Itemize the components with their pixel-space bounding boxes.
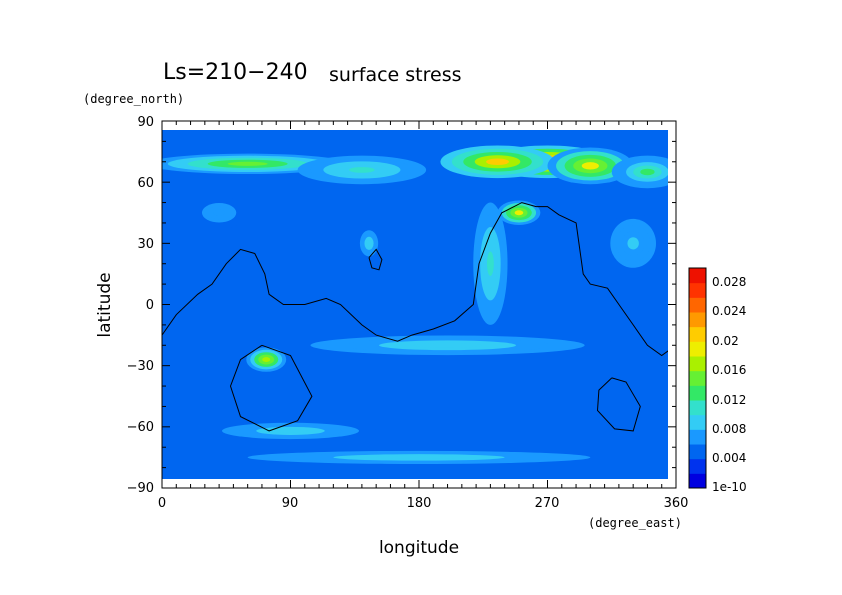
heatmap-background [162, 130, 668, 479]
contour-line [596, 377, 641, 432]
colorbar-swatch [689, 414, 706, 430]
colorbar-tick-label: 0.012 [712, 393, 746, 407]
y-tick-label: 30 [137, 237, 154, 252]
heatmap-cell [413, 342, 482, 348]
heatmap-cell [486, 251, 494, 276]
colorbar-swatch [689, 458, 706, 474]
y-unit-label: (degree_north) [83, 92, 184, 106]
colorbar-swatch [689, 400, 706, 416]
colorbar-swatch [689, 370, 706, 386]
colorbar-swatch [689, 326, 706, 342]
heatmap-cell [376, 455, 462, 460]
colorbar-swatch [689, 356, 706, 372]
heatmap-cell [640, 168, 655, 176]
colorbar-tick-label: 0.02 [712, 334, 739, 348]
colorbar-swatch [689, 268, 706, 284]
axis-ticks [161, 120, 677, 489]
heatmap-cell [486, 158, 509, 166]
contour-line [229, 344, 313, 432]
colorbar [689, 268, 706, 489]
colorbar-tick-label: 0.024 [712, 304, 746, 318]
colorbar-swatch [689, 341, 706, 357]
heatmap-cell [227, 161, 268, 166]
colorbar-tick-label: 0.028 [712, 275, 746, 289]
colorbar-swatch [689, 429, 706, 445]
colorbar-swatch [689, 297, 706, 313]
x-tick-label: 0 [158, 496, 166, 511]
colorbar-swatch [689, 312, 706, 328]
contour-line [162, 202, 668, 357]
y-tick-label: −90 [127, 481, 154, 496]
y-tick-label: 0 [146, 298, 154, 313]
colorbar-swatch [689, 385, 706, 401]
heatmap-cell [349, 167, 375, 173]
heatmap-cell [514, 210, 524, 216]
colorbar-swatch [689, 282, 706, 298]
heatmap-cell [273, 428, 308, 433]
heatmap-cell [366, 240, 372, 247]
x-tick-label: 180 [407, 496, 432, 511]
y-tick-label: −30 [127, 359, 154, 374]
x-tick-label: 270 [535, 496, 560, 511]
x-unit-label: (degree_east) [588, 516, 682, 530]
heatmap-cell [213, 209, 225, 217]
contour-line [368, 248, 383, 271]
heatmap-cell [627, 237, 639, 250]
heatmap-cell [581, 162, 599, 170]
y-tick-label: 90 [137, 115, 154, 130]
y-tick-label: 60 [137, 176, 154, 191]
contour-lines [162, 202, 668, 432]
x-tick-label: 360 [664, 496, 689, 511]
heatmap-cell [262, 357, 271, 362]
y-tick-label: −60 [127, 420, 154, 435]
colorbar-swatch [689, 473, 706, 489]
x-tick-label: 90 [282, 496, 299, 511]
colorbar-tick-label: 0.016 [712, 363, 746, 377]
colorbar-tick-label: 1e-10 [712, 480, 747, 494]
chart-title: Ls=210−240 [163, 60, 308, 85]
chart-subtitle: surface stress [329, 64, 462, 86]
heatmap-field [162, 130, 668, 479]
y-axis-label: latitude [95, 272, 115, 337]
colorbar-swatch [689, 444, 706, 460]
x-axis-label: longitude [379, 538, 459, 558]
colorbar-tick-label: 0.004 [712, 451, 746, 465]
colorbar-frame [688, 267, 707, 489]
colorbar-tick-label: 0.008 [712, 422, 746, 436]
